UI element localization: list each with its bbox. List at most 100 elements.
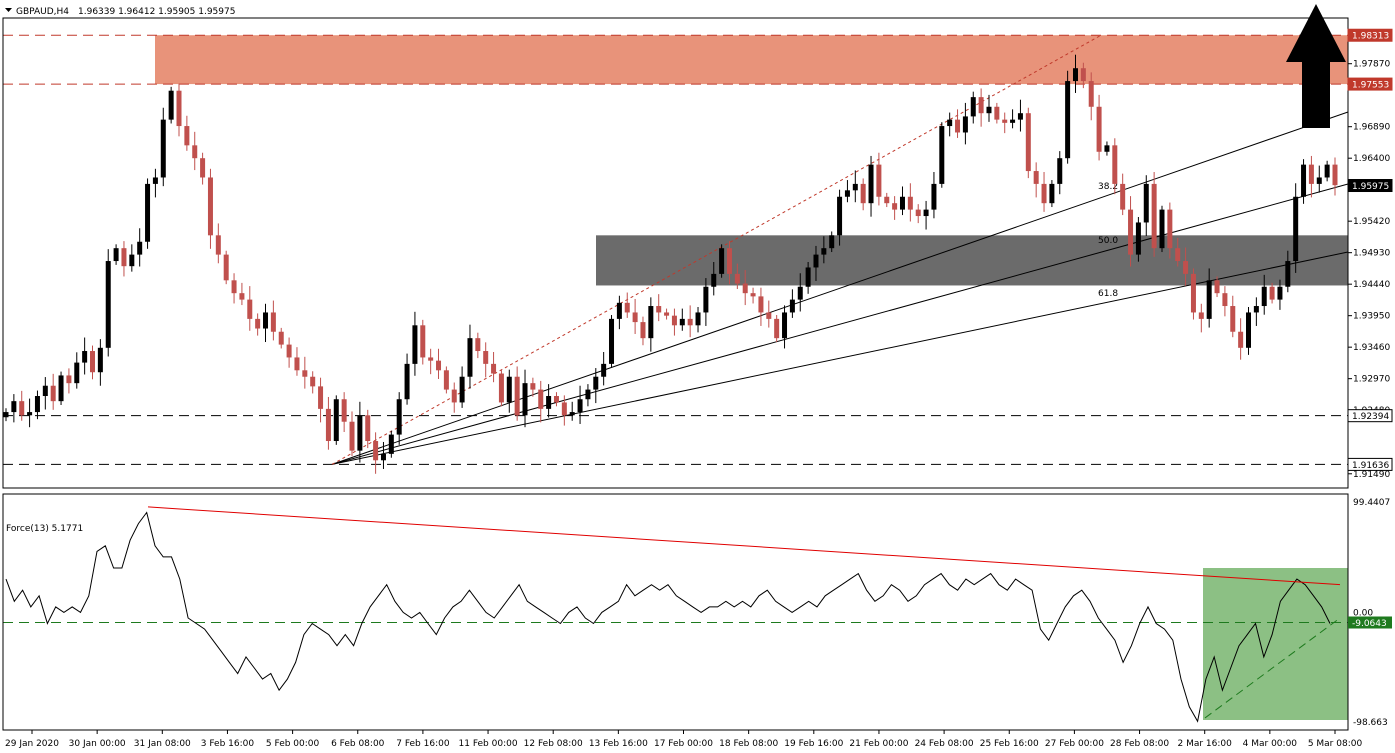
candle-body: [970, 97, 976, 117]
candle-body: [837, 196, 843, 236]
candle-body: [436, 360, 442, 371]
candle-body: [1135, 222, 1141, 255]
candle-body: [1143, 183, 1149, 223]
candle-body: [341, 399, 347, 422]
candle-body: [962, 116, 968, 133]
candle-body: [994, 106, 1000, 120]
candle-body: [703, 286, 709, 313]
price-tag-plain: [1347, 409, 1393, 423]
candle-body: [1238, 331, 1244, 348]
force-highlight-zone: [1203, 568, 1348, 720]
candle-body: [428, 357, 434, 361]
candle-body: [687, 318, 693, 326]
candle-body: [278, 331, 284, 345]
x-tick-label: 17 Feb 00:00: [654, 739, 713, 749]
indicator-title: Force(13) 5.1771: [6, 524, 83, 534]
candle-body: [27, 412, 33, 416]
fib-label-38-2: 38.2: [1098, 182, 1118, 192]
candle-body: [1151, 183, 1157, 249]
price-tag-current: [1347, 179, 1393, 193]
candle-body: [467, 338, 473, 377]
candle-body: [561, 402, 567, 416]
fan-line-50: [331, 183, 1349, 465]
candle-body: [192, 145, 198, 159]
candle-body: [585, 389, 591, 400]
y-tick-label: 1.96890: [1353, 123, 1390, 133]
price-tag-text: 1.98313: [1352, 32, 1389, 42]
candle-body: [255, 318, 261, 329]
candle-body: [829, 235, 835, 249]
candle-body: [821, 248, 827, 255]
resistance-zone: [155, 35, 1348, 85]
candle-body: [412, 325, 418, 364]
candle-body: [223, 254, 229, 281]
candle-body: [1175, 248, 1181, 262]
force-panel-frame: [2, 493, 1349, 731]
candle-body: [396, 399, 402, 435]
candle-body: [892, 203, 898, 210]
candle-body: [876, 164, 882, 197]
candle-body: [852, 183, 858, 191]
candle-body: [1025, 113, 1031, 172]
candle-body: [491, 363, 497, 374]
candle-body: [97, 347, 103, 373]
candle-body: [318, 386, 324, 409]
y-tick-label: 1.94440: [1353, 280, 1390, 290]
candle-body: [1167, 209, 1173, 249]
candle-body: [758, 296, 764, 313]
x-tick-label: 5 Feb 00:00: [266, 739, 320, 749]
candle-body: [19, 401, 25, 416]
arrow-up-icon: [1286, 4, 1346, 128]
candle-body: [498, 373, 504, 403]
candle-body: [152, 177, 158, 184]
candle-body: [105, 261, 111, 348]
candle-body: [176, 90, 182, 127]
candle-body: [129, 254, 135, 267]
candle-body: [365, 415, 371, 442]
y-tick-label: 1.93460: [1353, 343, 1390, 353]
candle-body: [137, 241, 143, 255]
price-tag-text: 1.97553: [1352, 81, 1389, 91]
candle-body: [475, 338, 481, 352]
candle-body: [1033, 171, 1039, 184]
force-line: [5, 511, 1331, 723]
x-tick-label: 31 Jan 08:00: [134, 739, 191, 749]
candle-body: [373, 441, 379, 461]
x-tick-label: 13 Feb 16:00: [589, 739, 648, 749]
candle-body: [797, 286, 803, 300]
force-down-trendline: [147, 506, 1341, 586]
force-tick-label: 99.4407: [1353, 498, 1390, 508]
x-tick-label: 7 Feb 16:00: [396, 739, 450, 749]
candle-body: [1261, 286, 1267, 307]
candle-body: [34, 396, 40, 413]
main-price-panel: [155, 35, 1348, 720]
candle-body: [782, 312, 788, 339]
candle-body: [113, 248, 119, 262]
x-tick-label: 5 Mar 08:00: [1308, 739, 1363, 749]
candle-body: [1316, 177, 1322, 184]
candle-body: [1088, 81, 1094, 107]
candle-body: [514, 376, 520, 416]
fib-label-50-0: 50.0: [1098, 236, 1118, 246]
candle-body: [302, 370, 308, 377]
candle-body: [907, 196, 913, 210]
candle-body: [168, 90, 174, 120]
x-tick-label: 30 Jan 00:00: [69, 739, 126, 749]
candle-body: [1017, 113, 1023, 120]
candle-body: [931, 183, 937, 210]
candle-body: [955, 119, 961, 133]
candle-body: [1222, 293, 1228, 307]
candle-body: [577, 399, 583, 413]
candle-body: [451, 389, 457, 403]
candle-body: [1269, 286, 1275, 300]
candle-body: [1253, 306, 1259, 313]
x-tick-label: 3 Feb 16:00: [201, 739, 255, 749]
y-tick-label: 1.93950: [1353, 312, 1390, 322]
chevron-down-icon[interactable]: [5, 8, 12, 12]
candle-body: [664, 312, 670, 316]
candle-body: [310, 376, 316, 387]
candle-body: [711, 273, 717, 287]
candle-body: [443, 370, 449, 390]
x-tick-label: 4 Mar 00:00: [1243, 739, 1298, 749]
